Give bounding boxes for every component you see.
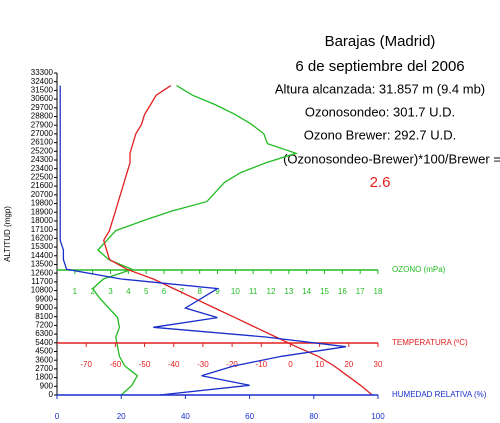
x-tick-label: 4 [126,287,131,296]
annotation: Altura alcanzada: 31.857 m (9.4 mb) [275,81,485,96]
y-tick-label: 5400 [35,338,53,347]
y-tick-label: 33300 [31,68,54,77]
y-tick-label: 26100 [31,138,54,147]
x-tick-label: -20 [226,360,238,369]
y-tick-label: 1800 [35,373,53,382]
x-tick-label: 1 [73,287,78,296]
x-tick-label: 100 [371,412,385,421]
y-tick-label: 7200 [35,320,53,329]
x-axis-title: TEMPERATURA (ºC) [392,338,468,347]
y-tick-label: 21600 [31,181,54,190]
x-axis-title: OZONO (mPa) [392,265,446,274]
x-tick-label: -60 [110,360,122,369]
x-tick-label: 3 [108,287,113,296]
y-tick-label: 23400 [31,164,54,173]
profile-line [102,85,373,396]
y-tick-label: 14400 [31,251,54,260]
annotation: 2.6 [370,174,391,191]
y-tick-label: 18900 [31,207,54,216]
x-tick-label: -40 [168,360,180,369]
x-tick-label: -30 [197,360,209,369]
y-tick-label: 28800 [31,112,54,121]
y-tick-label: 32400 [31,77,54,86]
x-tick-label: -70 [80,360,92,369]
y-tick-label: 18000 [31,216,54,225]
x-tick-label: 60 [245,412,254,421]
y-tick-label: 20700 [31,190,54,199]
y-tick-label: 13500 [31,260,54,269]
x-tick-label: 80 [309,412,318,421]
y-tick-label: 19800 [31,199,54,208]
x-tick-label: 7 [180,287,185,296]
annotation: (Ozonosondeo-Brewer)*100/Brewer = [283,151,500,166]
y-tick-label: 12600 [31,268,54,277]
y-tick-label: 4500 [35,347,53,356]
annotation: Ozono Brewer: 292.7 U.D. [304,127,456,142]
x-tick-label: 17 [356,287,365,296]
y-tick-label: 22500 [31,173,54,182]
y-tick-label: 6300 [35,329,53,338]
x-tick-label: 40 [181,412,190,421]
y-tick-label: 0 [49,390,54,399]
y-tick-label: 29700 [31,103,54,112]
x-tick-label: 6 [162,287,167,296]
y-tick-label: 31500 [31,86,54,95]
y-tick-label: 9000 [35,303,53,312]
y-tick-label: 17100 [31,225,54,234]
x-tick-label: 8 [197,287,202,296]
profile-line [91,85,299,396]
x-tick-label: 0 [55,412,60,421]
x-tick-label: 0 [288,360,293,369]
x-tick-label: 30 [374,360,383,369]
profile-line [59,85,346,396]
y-tick-label: 16200 [31,233,54,242]
chart-subtitle: 6 de septiembre del 2006 [295,58,464,75]
y-axis-title: ALTITUD (mgp) [3,206,12,262]
x-tick-label: 15 [320,287,329,296]
x-tick-label: -50 [139,360,151,369]
y-tick-label: 2700 [35,364,53,373]
x-tick-label: 20 [117,412,126,421]
x-tick-label: 13 [284,287,293,296]
y-tick-label: 10800 [31,286,54,295]
y-tick-label: 15300 [31,242,54,251]
y-tick-label: 3600 [35,355,53,364]
x-axis-title: HUMEDAD RELATIVA (%) [392,390,487,399]
y-tick-label: 24300 [31,155,54,164]
x-tick-label: 11 [249,287,258,296]
x-tick-label: 14 [302,287,311,296]
x-tick-label: 10 [231,287,240,296]
x-tick-label: 16 [338,287,347,296]
x-tick-label: 18 [374,287,383,296]
x-tick-label: 20 [344,360,353,369]
y-tick-label: 900 [40,381,54,390]
x-tick-label: 12 [267,287,276,296]
x-tick-label: -10 [255,360,267,369]
x-tick-label: 5 [144,287,149,296]
y-tick-label: 27000 [31,129,54,138]
x-tick-label: 2 [90,287,95,296]
y-tick-label: 8100 [35,312,53,321]
y-tick-label: 11700 [31,277,53,286]
y-tick-label: 30600 [31,94,54,103]
x-tick-label: 9 [215,287,220,296]
x-tick-label: 10 [315,360,324,369]
chart-title: Barajas (Madrid) [325,33,436,50]
annotation: Ozonosondeo: 301.7 U.D. [305,104,455,119]
y-tick-label: 25200 [31,146,54,155]
y-tick-label: 9900 [35,294,53,303]
y-tick-label: 27900 [31,120,54,129]
